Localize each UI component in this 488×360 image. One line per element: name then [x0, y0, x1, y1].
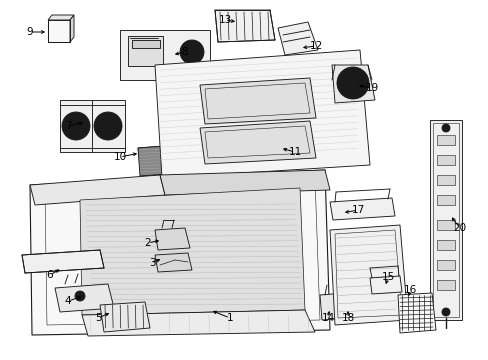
Polygon shape	[138, 140, 247, 176]
Bar	[436, 135, 454, 145]
Circle shape	[100, 118, 116, 134]
Polygon shape	[369, 276, 401, 294]
Polygon shape	[70, 15, 74, 42]
Polygon shape	[331, 65, 374, 103]
Text: 18: 18	[341, 313, 354, 323]
Polygon shape	[278, 22, 317, 55]
Bar	[436, 155, 454, 165]
Polygon shape	[339, 295, 371, 320]
Bar	[436, 220, 454, 230]
Bar	[436, 175, 454, 185]
Polygon shape	[155, 228, 190, 250]
Polygon shape	[138, 146, 168, 176]
Polygon shape	[160, 170, 329, 195]
Circle shape	[336, 67, 368, 99]
Polygon shape	[200, 121, 315, 164]
Circle shape	[62, 112, 90, 140]
Text: 8: 8	[182, 47, 188, 57]
Polygon shape	[215, 10, 274, 42]
Bar	[120, 30, 209, 80]
Text: 1: 1	[226, 313, 233, 323]
Text: 11: 11	[288, 147, 301, 157]
Polygon shape	[55, 284, 114, 312]
Polygon shape	[82, 310, 314, 336]
Bar	[175, 152, 184, 160]
Circle shape	[441, 124, 449, 132]
Polygon shape	[30, 170, 329, 335]
Polygon shape	[397, 293, 435, 333]
Text: 17: 17	[351, 205, 364, 215]
Polygon shape	[429, 120, 461, 320]
Text: 12: 12	[309, 41, 322, 51]
Circle shape	[75, 291, 85, 301]
Polygon shape	[60, 100, 125, 152]
Text: 7: 7	[64, 121, 71, 131]
Circle shape	[342, 73, 362, 93]
Text: 19: 19	[365, 83, 378, 93]
Polygon shape	[22, 250, 104, 273]
Text: 10: 10	[113, 152, 126, 162]
Text: 14: 14	[321, 313, 334, 323]
Text: 5: 5	[95, 313, 101, 323]
Polygon shape	[329, 198, 394, 220]
Bar	[132, 40, 160, 48]
Polygon shape	[48, 15, 74, 20]
Text: 4: 4	[64, 296, 71, 306]
Circle shape	[68, 118, 84, 134]
Text: 9: 9	[27, 27, 33, 37]
Bar	[436, 260, 454, 270]
Bar	[195, 152, 204, 160]
Circle shape	[180, 40, 203, 64]
Text: 2: 2	[144, 238, 151, 248]
Circle shape	[441, 308, 449, 316]
Polygon shape	[30, 175, 164, 205]
Circle shape	[347, 78, 357, 88]
Bar	[48, 20, 70, 42]
Polygon shape	[80, 188, 305, 315]
Bar	[215, 152, 224, 160]
Polygon shape	[319, 293, 347, 320]
Polygon shape	[155, 253, 192, 272]
Text: 6: 6	[46, 270, 53, 280]
Bar	[436, 195, 454, 205]
Bar	[436, 240, 454, 250]
Text: 3: 3	[148, 258, 155, 268]
Text: 13: 13	[218, 15, 231, 25]
Circle shape	[184, 45, 199, 59]
Polygon shape	[200, 78, 315, 124]
Polygon shape	[155, 50, 369, 178]
Bar	[231, 152, 242, 160]
Bar	[128, 36, 163, 66]
Polygon shape	[329, 225, 407, 325]
Text: 16: 16	[403, 285, 416, 295]
Circle shape	[94, 112, 122, 140]
Polygon shape	[100, 302, 150, 332]
Text: 20: 20	[452, 223, 466, 233]
Bar	[436, 280, 454, 290]
Text: 15: 15	[381, 272, 394, 282]
